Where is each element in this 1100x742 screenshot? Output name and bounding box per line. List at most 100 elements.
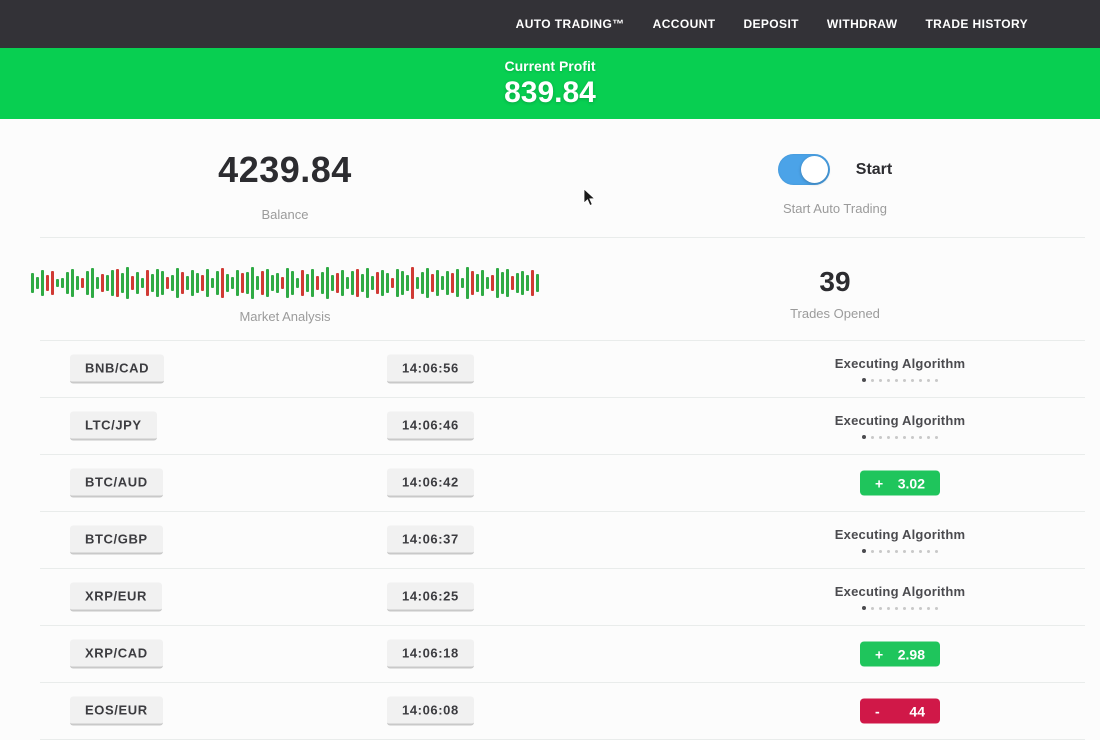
executing-algorithm-label: Executing Algorithm [834, 584, 966, 599]
candle-bar [321, 271, 324, 294]
table-row: XRP/CAD 14:06:18 +2.98 [40, 626, 1085, 683]
candle-bar [301, 269, 304, 296]
status-cell: Executing Algorithm [790, 527, 1010, 553]
candle-bar [271, 274, 274, 291]
progress-dot [887, 435, 890, 439]
time-chip[interactable]: 14:06:18 [387, 639, 474, 669]
progress-dot [887, 549, 890, 553]
candle-bar [66, 271, 69, 294]
pair-chip[interactable]: XRP/EUR [70, 582, 162, 612]
profit-badge: +2.98 [860, 641, 940, 667]
candle-bar [36, 276, 39, 289]
executing-algorithm-label: Executing Algorithm [834, 527, 966, 542]
progress-dot [903, 606, 906, 610]
candle-bar [176, 267, 179, 298]
status-cell: Executing Algorithm [790, 356, 1010, 382]
candle-bar [76, 275, 79, 290]
candle-bar [481, 269, 484, 296]
candle-bar [526, 274, 529, 291]
pair-chip[interactable]: XRP/CAD [70, 639, 163, 669]
progress-dot [911, 435, 914, 439]
progress-dots [862, 378, 938, 382]
market-section: Market Analysis 39 Trades Opened [0, 238, 1100, 340]
divider [40, 340, 1085, 341]
nav-item-auto-trading[interactable]: AUTO TRADING™ [515, 17, 625, 31]
candle-bar [171, 274, 174, 291]
candle-bar [376, 271, 379, 294]
candle-bar [486, 276, 489, 289]
time-chip[interactable]: 14:06:42 [387, 468, 474, 498]
nav-item-deposit[interactable]: DEPOSIT [743, 17, 799, 31]
status-cell: - 44 [790, 698, 1010, 724]
candle-bar [166, 276, 169, 289]
mouse-cursor [583, 188, 596, 207]
candle-bar [226, 273, 229, 292]
balance-section: 4239.84 Balance Start Start Auto Trading [0, 119, 1100, 237]
candle-bar [476, 273, 479, 292]
candle-bar [281, 276, 284, 289]
progress-dot [879, 378, 882, 382]
status-cell: Executing Algorithm [790, 584, 1010, 610]
candle-bar [241, 272, 244, 293]
candle-bar [316, 275, 319, 290]
progress-dot [927, 435, 930, 439]
candle-bar [81, 277, 84, 288]
table-row: LTC/JPY 14:06:46 Executing Algorithm [40, 398, 1085, 455]
progress-dot [927, 549, 930, 553]
progress-dot [887, 606, 890, 610]
table-row: BNB/CAD 14:06:56 Executing Algorithm [40, 341, 1085, 398]
candle-bar [331, 274, 334, 291]
balance-block: 4239.84 Balance [0, 133, 570, 237]
pair-chip[interactable]: BNB/CAD [70, 354, 165, 384]
nav-item-account[interactable]: ACCOUNT [652, 17, 716, 31]
progress-dot [879, 435, 882, 439]
candle-bar [386, 272, 389, 293]
balance-value: 4239.84 [218, 148, 352, 190]
candle-bar [146, 269, 149, 296]
auto-trading-toggle[interactable] [777, 154, 830, 185]
candle-bar [426, 267, 429, 298]
pair-chip[interactable]: EOS/EUR [70, 696, 163, 726]
progress-dot [871, 549, 874, 553]
progress-dot [935, 606, 938, 610]
candle-bar [261, 270, 264, 295]
nav-item-withdraw[interactable]: WITHDRAW [826, 17, 898, 31]
pair-chip[interactable]: BTC/AUD [70, 468, 163, 498]
progress-dot [871, 378, 874, 382]
candle-bar [536, 273, 539, 292]
pair-chip[interactable]: BTC/GBP [70, 525, 163, 555]
trade-rows: BNB/CAD 14:06:56 Executing Algorithm LTC… [0, 341, 1100, 740]
candle-bar [401, 270, 404, 295]
candle-bar [71, 268, 74, 297]
candle-bar [31, 272, 34, 293]
time-chip[interactable]: 14:06:46 [387, 411, 474, 441]
candle-bar [276, 272, 279, 293]
time-chip[interactable]: 14:06:25 [387, 582, 474, 612]
profit-badge: +3.02 [860, 470, 940, 496]
candle-bar [531, 269, 534, 296]
progress-dot [927, 378, 930, 382]
auto-trading-sublabel: Start Auto Trading [782, 201, 888, 216]
progress-dot [895, 378, 898, 382]
candle-bar [371, 275, 374, 290]
time-chip[interactable]: 14:06:37 [387, 525, 474, 555]
progress-dot [919, 606, 922, 610]
candle-bar [516, 272, 519, 293]
candle-bar [266, 268, 269, 297]
time-chip[interactable]: 14:06:08 [387, 696, 474, 726]
time-chip[interactable]: 14:06:56 [387, 354, 474, 384]
top-navbar: AUTO TRADING™ ACCOUNT DEPOSIT WITHDRAW TRADE… [0, 0, 1100, 48]
progress-dot [935, 435, 938, 439]
candle-bar [51, 270, 54, 295]
progress-dot [871, 435, 874, 439]
candle-bar [236, 269, 239, 296]
candle-bar [101, 273, 104, 292]
status-cell: +2.98 [790, 641, 1010, 667]
pair-chip[interactable]: LTC/JPY [70, 411, 157, 441]
candle-bar [311, 268, 314, 297]
candle-bar [156, 268, 159, 297]
candle-bar [466, 266, 469, 299]
candle-bar [161, 270, 164, 295]
nav-item-trade-history[interactable]: TRADE HISTORY [925, 17, 1028, 31]
candle-bar [471, 270, 474, 295]
